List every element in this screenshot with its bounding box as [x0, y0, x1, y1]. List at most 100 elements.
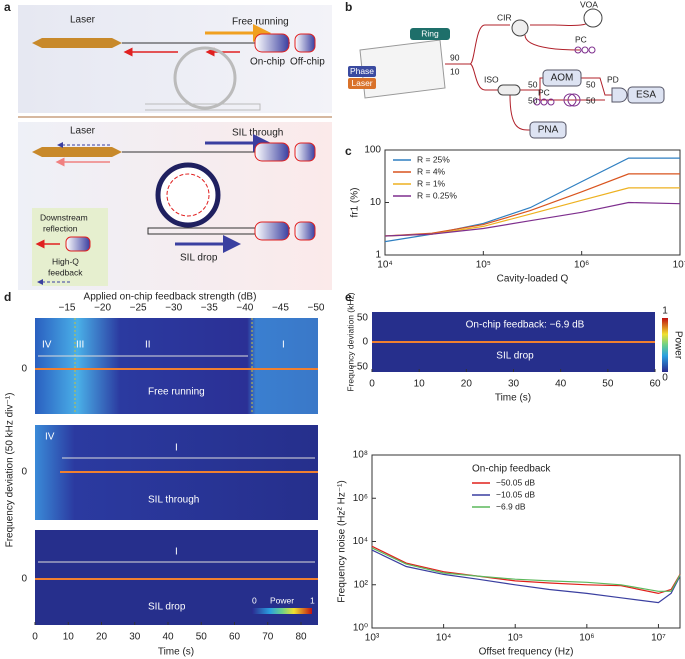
legend-label: R = 1%	[417, 178, 446, 188]
y-tick-label: 10⁴	[353, 536, 368, 547]
phase-box	[348, 66, 376, 77]
series-line	[384, 173, 680, 237]
tick-label: 20	[96, 632, 108, 643]
panel-a: Laser Free running On-chip Off-chip Lase…	[18, 5, 332, 290]
tick-label: 0	[32, 632, 38, 643]
tick-label: −15	[59, 303, 76, 314]
reflector	[254, 142, 290, 162]
colorbar-label: Power	[672, 331, 683, 360]
tick-label: 50	[196, 632, 208, 643]
tick-label: 50	[602, 379, 614, 390]
tick-label: 80	[295, 632, 307, 643]
label: Laser	[70, 15, 96, 26]
y-tick-label: 10	[370, 197, 382, 208]
tick-label: −35	[201, 303, 218, 314]
tick-label: 10	[414, 379, 426, 390]
tick-label: −45	[272, 303, 289, 314]
title: SIL drop	[148, 602, 186, 613]
colorbar-label: 1	[662, 306, 668, 317]
x-axis-label: Offset frequency (Hz)	[479, 647, 574, 658]
label: High-Q	[52, 256, 79, 266]
y-tick-label: 10⁰	[353, 623, 368, 634]
tick-label: 20	[461, 379, 473, 390]
label: SIL drop	[180, 253, 218, 264]
voa	[583, 8, 603, 28]
label: VOA	[580, 0, 598, 9]
axis-label: Applied on-chip feedback strength (dB)	[84, 292, 257, 303]
label: AOM	[551, 73, 574, 84]
colorbar-label: Power	[270, 595, 294, 605]
drop-waveguide	[147, 227, 290, 235]
spectrogram	[35, 318, 318, 414]
panel-e-top: On-chip feedback: −6.9 dB SIL drop Frequ…	[345, 292, 683, 403]
title: SIL drop	[496, 351, 534, 362]
reflector	[294, 221, 316, 241]
label: CIR	[497, 12, 512, 22]
series-line	[371, 549, 681, 604]
y-axis-label: Frequency noise (Hz² Hz⁻¹)	[337, 480, 348, 603]
colorbar	[252, 608, 312, 614]
label: 50	[586, 79, 596, 89]
tick-label: 70	[262, 632, 274, 643]
region: I	[175, 443, 178, 454]
title: SIL through	[148, 495, 199, 506]
tick-label: 30	[129, 632, 141, 643]
colorbar	[662, 318, 668, 372]
tick-label: 60	[229, 632, 241, 643]
label: PD	[607, 74, 619, 84]
legend-label: −50.05 dB	[496, 477, 535, 487]
x-tick-label: 10⁵	[476, 260, 491, 271]
tick-label: −40	[236, 303, 253, 314]
label: Off-chip	[290, 57, 325, 68]
tick-label: 40	[162, 632, 174, 643]
colorbar-label: 0	[662, 373, 668, 384]
label: Ring	[421, 28, 439, 38]
x-tick-label: 10⁴	[436, 633, 451, 644]
laser	[32, 38, 122, 48]
colorbar-label: 1	[310, 595, 315, 605]
y-tick-label: 10⁶	[353, 493, 368, 504]
ring-light	[166, 173, 210, 217]
series-line	[371, 545, 681, 595]
label: 50	[528, 95, 538, 105]
region: III	[76, 340, 84, 351]
title: Free running	[148, 387, 205, 398]
panel-label: c	[345, 144, 352, 158]
tick-label: −25	[130, 303, 147, 314]
legend-label: R = 4%	[417, 166, 446, 176]
tick-label: 50	[357, 313, 369, 324]
tick-label: 0	[21, 364, 27, 375]
colorbar-label: 0	[252, 595, 257, 605]
fibers	[445, 15, 628, 131]
panel-label: a	[4, 0, 11, 14]
region: I	[175, 547, 178, 558]
panel-d: Applied on-chip feedback strength (dB) −…	[5, 292, 325, 658]
x-tick-label: 10⁶	[574, 260, 589, 271]
tick-label: −50	[308, 303, 325, 314]
axis-label: Time (s)	[158, 647, 194, 658]
drop-waveguide	[145, 103, 261, 111]
y-tick-label: 10²	[354, 579, 369, 590]
region: II	[145, 340, 151, 351]
legend-label: R = 0.25%	[417, 190, 457, 200]
legend-label: −6.9 dB	[496, 501, 526, 511]
circulator	[511, 19, 529, 37]
label: Free running	[232, 17, 289, 28]
pna	[529, 121, 567, 139]
x-tick-label: 10³	[365, 633, 380, 644]
label: PNA	[538, 125, 559, 136]
tick-label: 60	[649, 379, 661, 390]
series-line	[371, 547, 681, 592]
label: PC	[538, 87, 550, 97]
x-tick-label: 10⁴	[377, 260, 392, 271]
axis-label: Time (s)	[495, 393, 531, 404]
label: ISO	[484, 74, 499, 84]
axis-label: Frequency deviation (kHz)	[345, 292, 355, 391]
legend-label: R = 25%	[417, 154, 450, 164]
panel-label: d	[4, 290, 11, 304]
tick-label: −30	[165, 303, 182, 314]
panel-label: e	[345, 290, 352, 304]
laser	[32, 147, 122, 157]
reflector	[294, 142, 316, 162]
